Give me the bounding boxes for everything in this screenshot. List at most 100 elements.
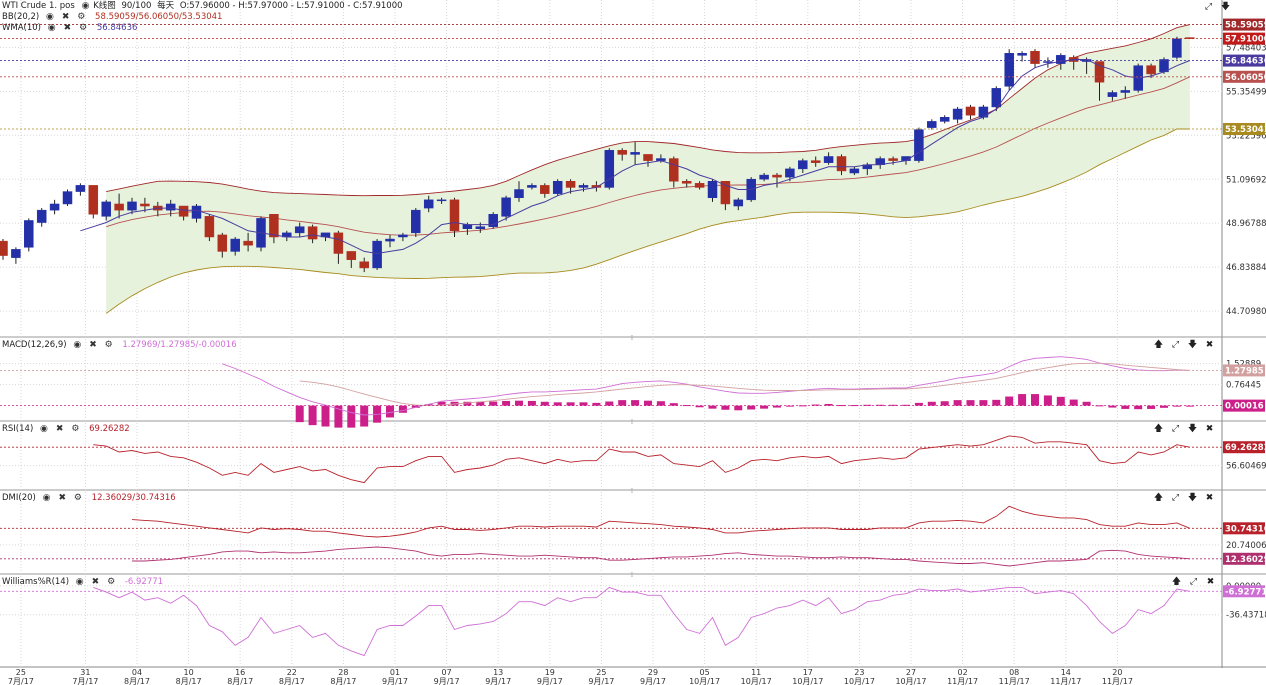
gear-icon[interactable]: ⚙ (77, 12, 86, 22)
candle (798, 160, 808, 170)
x-tick-month: 7月/17 (72, 677, 98, 685)
value-tag-label: 57.91000 (1225, 35, 1266, 45)
x-tick-month: 8月/17 (279, 677, 305, 685)
x-tick-day: 08 (1009, 668, 1019, 677)
close-icon[interactable]: ✖ (89, 340, 97, 350)
expand-icon[interactable]: ⤢ (1189, 577, 1198, 587)
value-tag-label: 0.00016 (1225, 402, 1264, 412)
x-tick-month: 9月/17 (640, 677, 666, 685)
dmi-minus-line (132, 546, 1190, 567)
candle (24, 220, 34, 248)
gear-icon[interactable]: ⚙ (104, 340, 113, 350)
value-tag (1223, 32, 1265, 45)
bb-header: BB(20,2) ◉ ✖ ⚙ 58.59059/56.06050/53.5304… (2, 11, 222, 23)
expand-icon[interactable]: ⤢ (1171, 424, 1180, 434)
candle (643, 154, 653, 161)
gear-icon[interactable]: ⚙ (107, 577, 116, 587)
candle (514, 189, 524, 199)
macd-histogram-bar (914, 402, 923, 406)
candle (243, 240, 253, 246)
signal-line (299, 362, 1190, 407)
rsi-label: RSI(14) (2, 424, 34, 434)
move-up-icon[interactable]: 🡅 (1171, 577, 1182, 587)
candle (1043, 61, 1053, 63)
close-icon[interactable]: ✖ (91, 577, 100, 587)
expand-icon[interactable]: ⤢ (1171, 340, 1180, 350)
panel-resize-handle[interactable]: ⁞ (630, 334, 634, 342)
eye-icon[interactable]: ◉ (46, 12, 54, 22)
eye-icon[interactable]: ◉ (81, 1, 90, 11)
move-up-icon[interactable]: 🡅 (1153, 493, 1164, 503)
close-icon[interactable]: ✖ (61, 12, 70, 22)
zoom-level: 90/100 (121, 1, 152, 11)
candle (411, 209, 421, 234)
candle (436, 199, 447, 202)
eye-icon[interactable]: ◉ (42, 493, 51, 503)
move-up-icon[interactable]: 🡅 (1153, 424, 1164, 434)
macd-histogram-bar (1031, 394, 1039, 406)
candle (178, 205, 189, 217)
move-down-icon[interactable]: 🡇 (1220, 2, 1231, 12)
gear-icon[interactable]: ⚙ (71, 424, 80, 434)
eye-icon[interactable]: ◉ (75, 577, 84, 587)
bb-label: BB(20,2) (2, 12, 40, 22)
dmi-values: 12.36029/30.74316 (91, 493, 176, 503)
period[interactable]: 每天 (157, 1, 175, 11)
gear-icon[interactable]: ⚙ (79, 23, 88, 33)
value-tag (1223, 399, 1265, 412)
candle (527, 185, 537, 188)
bb-lower-line (105, 128, 1190, 314)
candle (836, 156, 847, 172)
macd-histogram-bar (424, 404, 433, 406)
macd-histogram-bar (1005, 396, 1014, 406)
macd-histogram-bar (760, 405, 769, 409)
expand-icon[interactable]: ⤢ (1171, 493, 1180, 503)
move-down-icon[interactable]: 🡇 (1187, 493, 1198, 503)
eye-icon[interactable]: ◉ (47, 23, 56, 33)
close-icon[interactable]: ✖ (1205, 493, 1214, 503)
gear-icon[interactable]: ⚙ (73, 493, 82, 503)
macd-histogram-bar (515, 400, 523, 406)
expand-icon[interactable]: ⤢ (1204, 2, 1213, 12)
x-tick-day: 17 (803, 668, 813, 677)
panel-resize-handle[interactable]: ⁞ (630, 418, 634, 426)
x-tick-day: 19 (545, 668, 555, 677)
eye-icon[interactable]: ◉ (40, 424, 48, 434)
value-tag (1223, 70, 1265, 83)
close-icon[interactable]: ✖ (1205, 424, 1214, 434)
close-icon[interactable]: ✖ (1205, 340, 1214, 350)
candle (772, 174, 782, 178)
macd-histogram-bar (747, 405, 756, 410)
move-down-icon[interactable]: 🡇 (1187, 340, 1198, 350)
wma-value: 56.84636 (96, 23, 138, 33)
close-icon[interactable]: ✖ (63, 23, 72, 33)
candle (294, 226, 305, 234)
value-tag (1223, 522, 1265, 535)
x-tick-month: 9月/17 (485, 677, 511, 685)
wma-line (80, 59, 1190, 255)
close-icon[interactable]: ✖ (55, 424, 64, 434)
x-tick-month: 9月/17 (588, 677, 614, 685)
candle (849, 168, 860, 174)
macd-histogram-bar (773, 405, 781, 408)
candle (49, 203, 60, 211)
macd-panel-buttons: 🡅 ⤢ 🡇 ✖ (1150, 339, 1218, 351)
panel-resize-handle[interactable]: ⁞ (630, 487, 634, 495)
candle (75, 185, 86, 192)
macd-histogram-bar (1147, 405, 1156, 409)
rsi-header: RSI(14) ◉ ✖ ⚙ 69.26282 (2, 423, 130, 435)
close-icon[interactable]: ✖ (58, 493, 67, 503)
candle (630, 152, 640, 155)
eye-icon[interactable]: ◉ (73, 340, 82, 350)
panel-resize-handle[interactable]: ⁞ (630, 571, 634, 579)
move-up-icon[interactable]: 🡅 (1153, 340, 1164, 350)
close-icon[interactable]: ✖ (1206, 577, 1215, 587)
value-tag-label: 58.59059 (1225, 21, 1266, 31)
macd-histogram-bar (527, 400, 536, 406)
candle (1107, 92, 1118, 97)
move-down-icon[interactable]: 🡇 (1187, 424, 1198, 434)
chart-type[interactable]: K线图 (93, 1, 116, 11)
candle (449, 199, 460, 232)
x-tick-day: 05 (700, 668, 710, 677)
y-tick-label: 55.35499 (1226, 87, 1266, 97)
